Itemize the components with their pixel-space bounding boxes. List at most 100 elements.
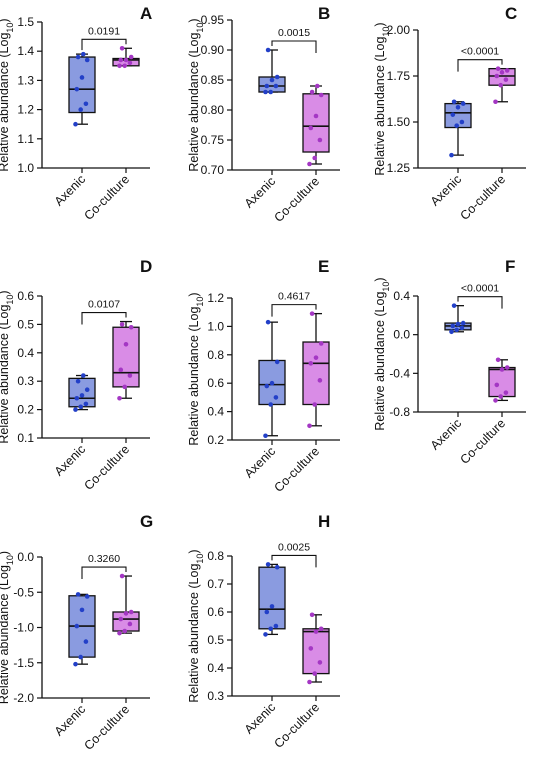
data-point (318, 92, 324, 98)
x-category-label: Co-culture (81, 442, 132, 493)
data-point (118, 367, 124, 373)
significance-bracket (271, 40, 317, 53)
data-point (79, 607, 85, 613)
y-tick-label: 1.75 (387, 69, 411, 83)
data-point (75, 592, 81, 597)
y-tick-label: 0.0 (17, 550, 34, 564)
x-category-label: Co-culture (271, 174, 322, 225)
y-tick-label: 0.8 (207, 348, 224, 362)
data-point (73, 661, 78, 667)
data-point (117, 395, 122, 401)
y-tick-label: 0.7 (207, 577, 224, 591)
data-point (119, 45, 125, 51)
panel-letter: E (318, 257, 329, 276)
data-point (122, 628, 127, 634)
data-point (74, 623, 80, 629)
y-tick-label: 1.0 (17, 161, 34, 175)
y-tick-label: -0.5 (13, 585, 34, 599)
data-point (493, 398, 498, 403)
box-co-culture (488, 366, 516, 398)
data-point (318, 626, 324, 632)
data-point (495, 357, 501, 363)
data-point (269, 604, 275, 609)
panel-letter: A (140, 4, 152, 23)
data-point (450, 323, 456, 329)
data-point (494, 73, 500, 79)
data-point (504, 68, 510, 73)
data-point (123, 57, 129, 63)
data-point (73, 407, 78, 412)
y-tick-label: -2.0 (13, 691, 34, 705)
data-point (495, 66, 501, 71)
data-point (118, 57, 124, 63)
y-axis-title: Relative abundance (Log10) (187, 18, 205, 171)
data-point (449, 152, 454, 158)
p-value-label: <0.0001 (461, 283, 499, 295)
data-point (498, 82, 504, 88)
panel-letter: G (140, 512, 153, 531)
data-point (265, 562, 271, 567)
data-point (117, 63, 122, 69)
data-point (81, 373, 86, 378)
y-tick-label: 1.2 (207, 291, 224, 305)
significance-bracket (457, 59, 503, 72)
data-point (317, 660, 323, 665)
x-category-label: Axenic (428, 416, 464, 452)
y-tick-label: -0.8 (389, 405, 410, 419)
data-point (313, 629, 319, 634)
box-co-culture (302, 628, 330, 675)
data-point (459, 325, 465, 331)
y-tick-label: 1.4 (17, 44, 34, 58)
data-point (454, 123, 460, 128)
data-point (503, 390, 509, 395)
x-category-label: Axenic (242, 174, 278, 210)
data-point (313, 355, 319, 360)
data-point (308, 125, 314, 131)
data-point (318, 341, 324, 346)
y-tick-label: 1.3 (17, 73, 34, 87)
y-tick-label: 0.2 (17, 403, 34, 417)
data-point (313, 113, 319, 119)
data-point (274, 564, 280, 570)
data-point (264, 383, 270, 389)
x-category-label: Co-culture (271, 444, 322, 495)
data-point (128, 54, 134, 60)
y-tick-label: 0.5 (207, 633, 224, 647)
y-tick-label: 1.0 (207, 319, 224, 333)
data-point (273, 83, 279, 89)
significance-bracket (271, 554, 317, 568)
panel-letter: H (318, 512, 330, 531)
box-axenic (68, 56, 96, 114)
y-tick-label: 0.80 (201, 103, 225, 117)
x-category-label: Axenic (52, 172, 88, 208)
data-point (78, 404, 83, 410)
data-point (308, 646, 314, 651)
data-point (499, 367, 505, 372)
data-point (307, 423, 312, 429)
data-point (308, 361, 314, 366)
p-value-label: 0.4617 (278, 291, 310, 303)
y-tick-label: 0.4 (17, 346, 34, 360)
data-point (117, 630, 122, 636)
data-point (504, 365, 510, 370)
data-point (268, 626, 274, 632)
data-point (74, 86, 80, 92)
p-value-label: <0.0001 (461, 46, 499, 58)
y-tick-label: 1.50 (387, 115, 411, 129)
data-point (451, 99, 457, 105)
data-point (263, 632, 268, 637)
data-point (83, 639, 89, 644)
y-tick-label: 1.2 (17, 103, 34, 117)
data-point (307, 679, 312, 685)
y-tick-label: 0.4 (393, 289, 410, 303)
data-point (123, 341, 129, 347)
y-tick-label: 0.4 (207, 405, 224, 419)
data-point (128, 609, 134, 615)
data-point (494, 382, 500, 388)
y-axis-title: Relative abundance (Log10) (0, 18, 15, 171)
